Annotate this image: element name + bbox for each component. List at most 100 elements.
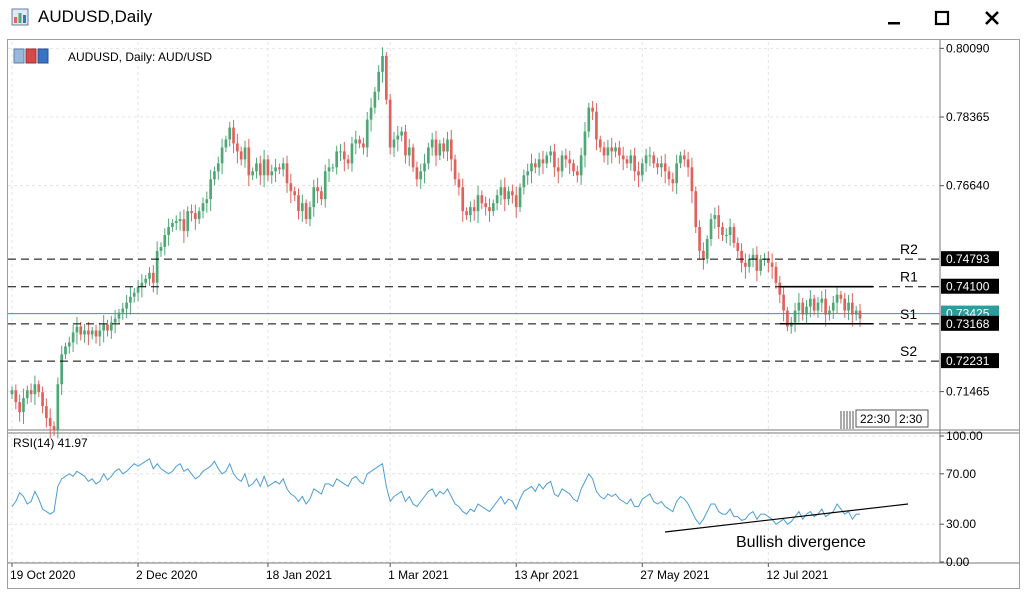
candle-body [713, 215, 717, 220]
candle-body [308, 207, 312, 220]
close-icon[interactable] [978, 4, 1006, 32]
candle-body [671, 179, 675, 184]
candle-body [606, 147, 610, 156]
level-price-box [941, 353, 999, 369]
candle-body [522, 175, 526, 188]
color-icon[interactable] [25, 48, 37, 64]
candle-body [751, 254, 755, 259]
rsi-axis: 100.00 70.00 30.00 0.00 [940, 429, 983, 569]
candle-body [304, 203, 308, 220]
level-label-S2: S2 [900, 343, 917, 359]
candle-body [419, 171, 423, 180]
candle-body [201, 203, 205, 212]
candle-body [430, 139, 434, 148]
candle-body [132, 292, 136, 297]
rsi-tick-label-1: 70.00 [946, 467, 976, 481]
candle-body [289, 183, 293, 192]
level-label-R2: R2 [900, 241, 918, 257]
candle-body [365, 119, 369, 148]
rsi-line [11, 457, 860, 526]
candle-body [457, 179, 461, 188]
candle-body [663, 163, 667, 172]
candle-body [660, 163, 663, 168]
candle-body [18, 402, 21, 413]
maximize-icon[interactable] [928, 4, 956, 32]
candle-body [816, 302, 820, 311]
level-label-R1: R1 [900, 269, 918, 285]
candle-body [778, 282, 782, 295]
candle-body [786, 310, 789, 327]
candle-body [182, 219, 186, 232]
candle-body [117, 312, 121, 319]
candle-body [843, 298, 847, 311]
candle-body [320, 191, 323, 200]
candle-body [232, 127, 235, 144]
candle-body [358, 139, 361, 144]
candle-body [736, 242, 740, 251]
level-price-label: 0.73168 [946, 317, 990, 331]
candle-body [747, 258, 751, 267]
candle-body [90, 330, 94, 335]
candle-body [759, 258, 763, 271]
candle-body [327, 167, 331, 172]
time-tick-label-4: 13 Apr 2021 [514, 568, 579, 582]
candle-body [243, 147, 247, 160]
price-tick-label-1: 0.78365 [946, 110, 990, 124]
candle-body [679, 155, 682, 164]
candle-body [385, 55, 388, 100]
candle-body [67, 342, 71, 347]
candle-body [476, 195, 480, 212]
divergence-annotation: Bullish divergence [736, 534, 866, 551]
candle-body [274, 167, 277, 172]
candle-body [323, 171, 327, 200]
candle-body [740, 250, 743, 263]
minimize-icon[interactable] [880, 4, 908, 32]
chart-type-icon[interactable] [13, 48, 25, 64]
candle-body [87, 330, 90, 335]
candle-body [511, 191, 514, 196]
candle-body [453, 159, 457, 180]
candle-body [587, 107, 591, 132]
candle-body [514, 195, 518, 208]
candle-body [10, 390, 14, 395]
candle-body [194, 213, 197, 220]
candle-body [266, 159, 270, 176]
candle-body [820, 298, 824, 303]
candle-body [766, 258, 770, 263]
rsi-label: RSI(14) 41.97 [13, 436, 88, 450]
candle-body [407, 147, 411, 156]
candle-body [854, 310, 858, 315]
candle-body [148, 272, 151, 279]
candle-body [396, 135, 400, 140]
candle-body [480, 195, 484, 204]
candle-body [163, 235, 167, 247]
candle-body [652, 155, 656, 164]
candle-body [465, 211, 468, 216]
candle-body [377, 71, 381, 92]
candle-body [770, 262, 774, 267]
window-title: AUDUSD,Daily [38, 7, 153, 26]
candle-body [297, 195, 300, 212]
time-tick-label-5: 27 May 2021 [640, 568, 710, 582]
candle-body [98, 330, 102, 337]
candle-body [694, 191, 698, 228]
candle-body [625, 159, 629, 164]
candle-body [537, 159, 541, 168]
candle-body [339, 151, 342, 153]
candle-body [350, 143, 354, 164]
price-tick-label-0: 0.80090 [946, 41, 990, 55]
candle-body [121, 308, 125, 313]
candle-body [591, 107, 594, 112]
candle-body [774, 266, 778, 283]
candle-body [717, 215, 721, 228]
candle-body [316, 187, 319, 192]
candle-body [709, 219, 713, 239]
candle-body [362, 143, 365, 148]
template-icon[interactable] [37, 48, 49, 64]
candle-body [293, 191, 297, 196]
candle-body [503, 187, 507, 200]
candle-body [491, 203, 495, 212]
candle-body [575, 171, 579, 176]
candle-body [60, 354, 63, 385]
candle-body [809, 298, 812, 307]
